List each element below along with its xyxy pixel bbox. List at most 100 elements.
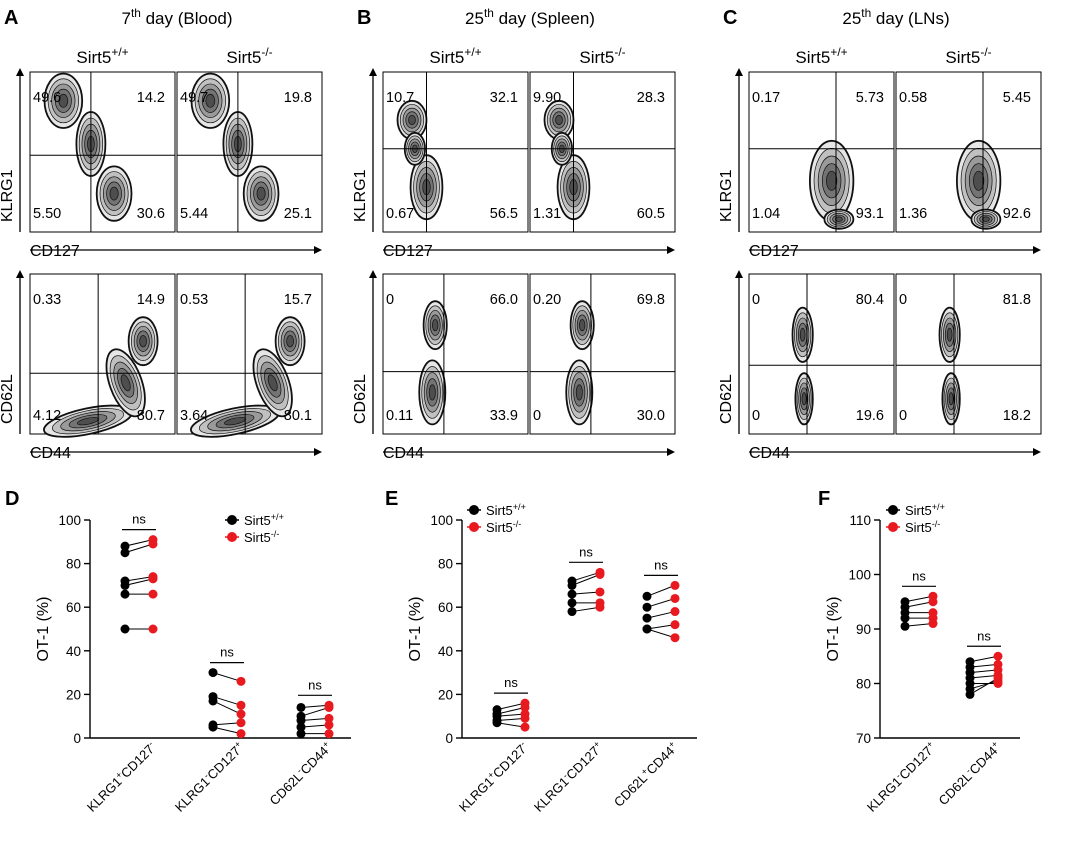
data-point-ko: [520, 702, 530, 712]
y-tick-label: 20: [438, 687, 453, 702]
pair-line: [496, 717, 526, 722]
flow-plot: 49.7 19.8 5.44 25.1: [176, 71, 323, 233]
legend-label: Sirt5+/+: [486, 502, 526, 518]
significance-label: ns: [977, 628, 991, 643]
quadrant-lr: 30.6: [137, 206, 165, 222]
x-axis-label: CD127: [749, 243, 799, 260]
data-point-ko: [670, 580, 680, 590]
flow-plot: 0.20 69.8 0 30.0: [529, 273, 676, 435]
x-axis-arrow-head: [314, 448, 322, 456]
quadrant-lr: 18.2: [1003, 408, 1031, 424]
legend-base: Sirt5: [905, 520, 932, 535]
y-tick-label: 0: [445, 731, 453, 746]
quadrant-ur: 19.8: [284, 90, 312, 106]
pair-line: [969, 655, 999, 663]
pair-line: [300, 707, 330, 717]
data-point-ko: [993, 651, 1003, 661]
quadrant-lr: 19.6: [856, 408, 884, 424]
flow-panel-b: B 25th day (Spleen)Sirt5+/+ Sirt5-/-KLRG1C…: [352, 6, 676, 462]
density-contour: [286, 335, 294, 348]
flow-panel-c: C 25th day (LNs)Sirt5+/+ Sirt5-/-KLRG1CD12…: [718, 6, 1042, 462]
title-main: 7: [121, 9, 130, 28]
y-axis-label: CD62L: [718, 374, 735, 424]
data-point-ko: [595, 570, 605, 579]
category-part: +: [591, 739, 602, 750]
density-contour: [948, 392, 954, 406]
category-part: -: [201, 771, 210, 780]
pair-line: [124, 578, 154, 586]
category-part: -: [518, 739, 527, 748]
legend-label: Sirt5-/-: [486, 519, 521, 535]
quadrant-ur: 80.4: [856, 292, 884, 308]
quadrant-ll: 5.44: [180, 206, 208, 222]
quadrant-ul: 0: [752, 292, 760, 308]
legend-marker: [469, 522, 479, 532]
legend-sup: -/-: [932, 519, 941, 529]
x-axis-label: CD127: [30, 243, 80, 260]
flow-plot: 0.58 5.45 1.36 92.6: [895, 71, 1042, 233]
y-tick-label: 100: [58, 513, 81, 528]
genotype-sup: -/-: [980, 45, 991, 59]
category-label: CD62L+CD44+: [610, 739, 681, 810]
quadrant-ll: 0: [899, 408, 907, 424]
quadrant-ur: 5.45: [1003, 90, 1031, 106]
quadrant-lr: 25.1: [284, 206, 312, 222]
quadrant-ul: 0.17: [752, 90, 780, 106]
data-point-ko: [236, 709, 246, 719]
density-contour: [835, 216, 843, 222]
data-point-ko: [236, 676, 246, 686]
data-point-ko: [670, 633, 680, 643]
genotype-sup: +/+: [464, 45, 481, 59]
legend-marker: [227, 515, 237, 525]
density-contour: [555, 115, 563, 125]
genotype-base: Sirt5: [76, 48, 111, 67]
x-axis-arrow-head: [1033, 448, 1041, 456]
legend-base: Sirt5: [486, 503, 513, 518]
density-contour: [267, 374, 278, 392]
significance-label: ns: [220, 645, 234, 660]
quadrant-ur: 32.1: [490, 90, 518, 106]
legend-marker: [888, 522, 898, 532]
flow-plot: 0.53 15.7 3.64 80.1: [176, 273, 323, 438]
x-axis-arrow-head: [314, 246, 322, 254]
data-point-wt: [965, 689, 975, 699]
category-label: KLRG1+CD127-: [83, 739, 159, 815]
legend-label: Sirt5+/+: [244, 512, 284, 528]
legend-marker: [469, 505, 479, 515]
title-sup: th: [861, 6, 871, 20]
pair-line: [904, 595, 934, 603]
pair-line: [571, 571, 601, 582]
category-part: KLRG1: [172, 774, 213, 815]
flow-panel-a: A 7th day (Blood)Sirt5+/+ Sirt5-/-KLRG1CD1…: [0, 6, 323, 462]
x-axis-label: CD44: [383, 445, 424, 462]
plot-frame: [895, 273, 1042, 435]
y-axis-label: CD62L: [0, 374, 16, 424]
category-label: KLRG1-CD127+: [171, 739, 247, 815]
genotype-label: Sirt5+/+: [76, 45, 128, 67]
significance-label: ns: [132, 512, 146, 527]
y-axis-arrow-head: [16, 270, 24, 278]
pair-line: [212, 726, 242, 735]
y-axis-arrow-head: [369, 270, 377, 278]
genotype-sup: -/-: [614, 45, 625, 59]
genotype-label: Sirt5+/+: [795, 45, 847, 67]
pair-line: [300, 717, 330, 722]
y-tick-label: 110: [849, 513, 871, 528]
pair-line: [904, 601, 934, 608]
quadrant-ll: 0.11: [386, 408, 413, 424]
title-main: 25: [465, 9, 484, 28]
paired-group: ns KLRG1+CD127-: [83, 512, 159, 815]
pair-line: [646, 624, 676, 630]
quadrant-lr: 56.5: [490, 206, 518, 222]
genotype-base: Sirt5: [795, 48, 830, 67]
y-tick-label: 20: [66, 687, 81, 702]
data-point-ko: [236, 718, 246, 728]
data-point-wt: [120, 624, 130, 634]
category-part: KLRG1: [456, 774, 497, 815]
quadrant-lr: 80.1: [284, 408, 312, 424]
data-point-ko: [595, 602, 605, 612]
pair-line: [969, 677, 999, 695]
flow-plot: 9.90 28.3 1.31 60.5: [529, 71, 676, 233]
y-axis-label: OT-1 (%): [825, 597, 842, 662]
